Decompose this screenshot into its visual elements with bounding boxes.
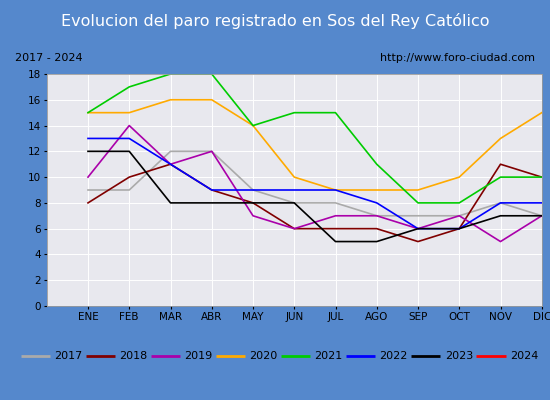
Text: 2022: 2022 [379,351,408,361]
Text: 2021: 2021 [315,351,343,361]
Text: http://www.foro-ciudad.com: http://www.foro-ciudad.com [380,53,535,63]
Text: Evolucion del paro registrado en Sos del Rey Católico: Evolucion del paro registrado en Sos del… [60,13,490,29]
Text: 2023: 2023 [445,351,473,361]
Text: 2018: 2018 [119,351,147,361]
Text: 2017: 2017 [54,351,82,361]
Text: 2019: 2019 [184,351,212,361]
Text: 2020: 2020 [249,351,278,361]
Text: 2017 - 2024: 2017 - 2024 [15,53,83,63]
Text: 2024: 2024 [510,351,538,361]
